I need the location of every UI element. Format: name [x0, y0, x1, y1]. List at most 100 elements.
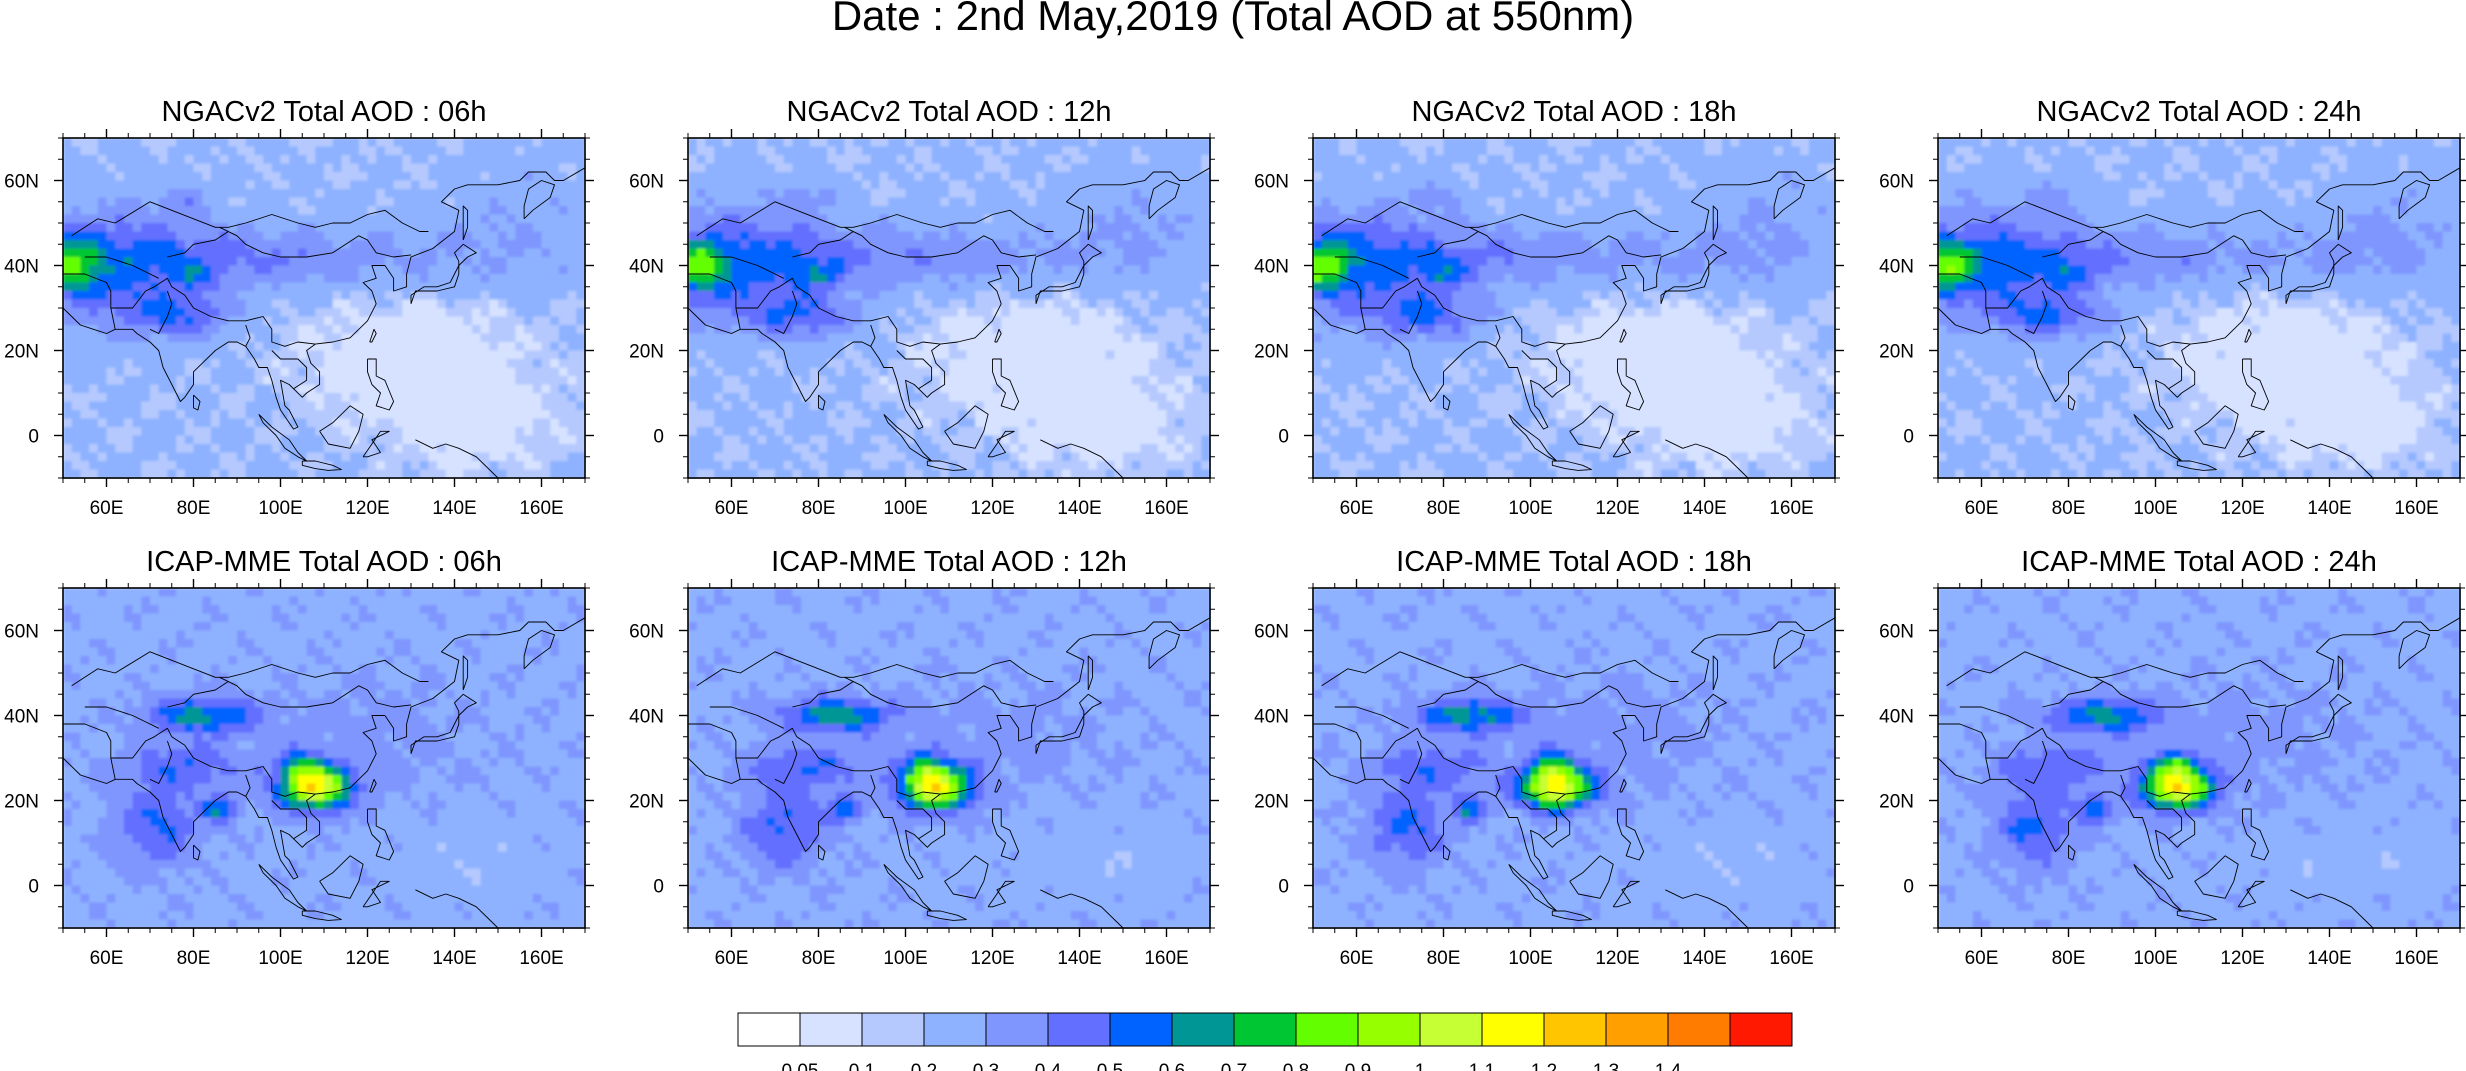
colorbar-label: 1.3 [1593, 1061, 1619, 1071]
aod-field [63, 588, 586, 929]
lon-tick-label: 120E [970, 948, 1014, 969]
lon-tick-label: 140E [1057, 498, 1101, 519]
lat-tick-label: 0 [28, 877, 39, 898]
lon-tick-label: 100E [883, 948, 927, 969]
figure-title: Date : 2nd May,2019 (Total AOD at 550nm) [832, 0, 1634, 39]
colorbar-swatch [1172, 1013, 1234, 1046]
lon-tick-label: 100E [1508, 498, 1552, 519]
lon-tick-label: 140E [1682, 498, 1726, 519]
lon-tick-label: 140E [2307, 948, 2351, 969]
lon-tick-label: 160E [1144, 498, 1188, 519]
lon-tick-label: 60E [90, 948, 124, 969]
lon-tick-label: 120E [1595, 948, 1639, 969]
lon-tick-label: 120E [2220, 498, 2264, 519]
lat-tick-label: 0 [653, 427, 664, 448]
colorbar-swatch [1482, 1013, 1544, 1046]
lon-tick-label: 140E [432, 498, 476, 519]
lon-tick-label: 100E [1508, 948, 1552, 969]
lat-tick-label: 20N [4, 342, 39, 363]
lat-tick-label: 40N [1879, 707, 1914, 728]
lon-tick-label: 100E [883, 498, 927, 519]
aod-field [688, 138, 1211, 479]
lat-tick-label: 0 [653, 877, 664, 898]
lon-tick-label: 160E [1144, 948, 1188, 969]
colorbar-swatch [1110, 1013, 1172, 1046]
lat-tick-label: 0 [28, 427, 39, 448]
colorbar-label: 0.4 [1035, 1061, 1062, 1071]
lon-tick-label: 120E [345, 498, 389, 519]
colorbar-label: 0.7 [1221, 1061, 1247, 1071]
lat-tick-label: 40N [4, 707, 39, 728]
lat-tick-label: 20N [1254, 342, 1289, 363]
lat-tick-label: 0 [1903, 427, 1914, 448]
lon-tick-label: 140E [1682, 948, 1726, 969]
lat-tick-label: 60N [629, 622, 664, 643]
colorbar-swatch [1048, 1013, 1110, 1046]
panel-title: ICAP-MME Total AOD : 06h [146, 546, 502, 578]
colorbar-label: 0.2 [911, 1061, 937, 1071]
lon-tick-label: 80E [802, 948, 836, 969]
lon-tick-label: 100E [2133, 498, 2177, 519]
colorbar-label: 1 [1415, 1061, 1426, 1071]
colorbar-label: 0.8 [1283, 1061, 1309, 1071]
lon-tick-label: 160E [2394, 948, 2438, 969]
lon-tick-label: 120E [1595, 498, 1639, 519]
lat-tick-label: 40N [1254, 707, 1289, 728]
lat-tick-label: 60N [1879, 622, 1914, 643]
colorbar-label: 0.3 [973, 1061, 999, 1071]
panel-title: NGACv2 Total AOD : 24h [2036, 96, 2361, 128]
aod-field [1938, 588, 2461, 929]
lat-tick-label: 40N [1879, 257, 1914, 278]
lat-tick-label: 60N [1879, 172, 1914, 193]
lon-tick-label: 160E [519, 498, 563, 519]
colorbar: 0.050.10.20.30.40.50.60.70.80.911.11.21.… [738, 1013, 1792, 1071]
colorbar-swatch [924, 1013, 986, 1046]
aod-field [1313, 588, 1836, 929]
lat-tick-label: 40N [4, 257, 39, 278]
lat-tick-label: 60N [4, 172, 39, 193]
lon-tick-label: 80E [2052, 498, 2086, 519]
lon-tick-label: 60E [1965, 498, 1999, 519]
aod-field [63, 138, 586, 479]
lon-tick-label: 120E [970, 498, 1014, 519]
figure: Date : 2nd May,2019 (Total AOD at 550nm)… [0, 0, 2466, 1071]
map-panel: ICAP-MME Total AOD : 12h 60E 80E 100E 120E 14… [629, 546, 1219, 969]
colorbar-label: 0.6 [1159, 1061, 1185, 1071]
colorbar-label: 1.2 [1531, 1061, 1557, 1071]
lat-tick-label: 20N [1254, 792, 1289, 813]
lon-tick-label: 80E [1427, 498, 1461, 519]
lat-tick-label: 0 [1278, 877, 1289, 898]
panel-title: NGACv2 Total AOD : 12h [786, 96, 1111, 128]
lat-tick-label: 40N [1254, 257, 1289, 278]
lat-tick-label: 20N [1879, 342, 1914, 363]
colorbar-label: 0.05 [782, 1061, 819, 1071]
lon-tick-label: 60E [715, 948, 749, 969]
panels: NGACv2 Total AOD : 06h 60E 80E 100E 120E 140E… [4, 96, 2466, 969]
lat-tick-label: 0 [1278, 427, 1289, 448]
lon-tick-label: 140E [432, 948, 476, 969]
lon-tick-label: 140E [1057, 948, 1101, 969]
lat-tick-label: 60N [629, 172, 664, 193]
colorbar-label: 0.1 [849, 1061, 875, 1071]
aod-field [1313, 138, 1836, 479]
panel-title: NGACv2 Total AOD : 06h [161, 96, 486, 128]
lon-tick-label: 80E [802, 498, 836, 519]
lat-tick-label: 0 [1903, 877, 1914, 898]
lon-tick-label: 160E [2394, 498, 2438, 519]
colorbar-label: 0.9 [1345, 1061, 1371, 1071]
lon-tick-label: 160E [1769, 948, 1813, 969]
panel-title: ICAP-MME Total AOD : 12h [771, 546, 1127, 578]
lon-tick-label: 100E [2133, 948, 2177, 969]
panel-title: NGACv2 Total AOD : 18h [1411, 96, 1736, 128]
lon-tick-label: 120E [2220, 948, 2264, 969]
lat-tick-label: 40N [629, 257, 664, 278]
lon-tick-label: 100E [258, 948, 302, 969]
lat-tick-label: 60N [1254, 622, 1289, 643]
lon-tick-label: 160E [1769, 498, 1813, 519]
lon-tick-label: 80E [1427, 948, 1461, 969]
